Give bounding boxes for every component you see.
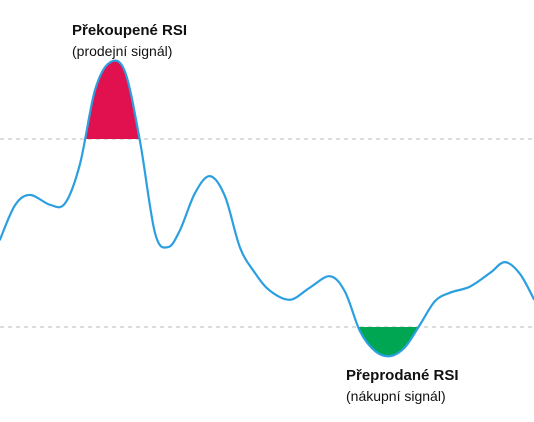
oversold-title: Přeprodané RSI [346, 367, 459, 384]
overbought-title: Překoupené RSI [72, 22, 188, 39]
oversold-subtitle: (nákupní signál) [346, 388, 446, 404]
rsi-series-line [0, 59, 534, 358]
oversold-annotation: Přeprodané RSI (nákupní signál) [346, 366, 459, 406]
overbought-annotation: Překoupené RSI (prodejní signál) [72, 21, 187, 61]
overbought-subtitle: (prodejní signál) [72, 43, 173, 59]
